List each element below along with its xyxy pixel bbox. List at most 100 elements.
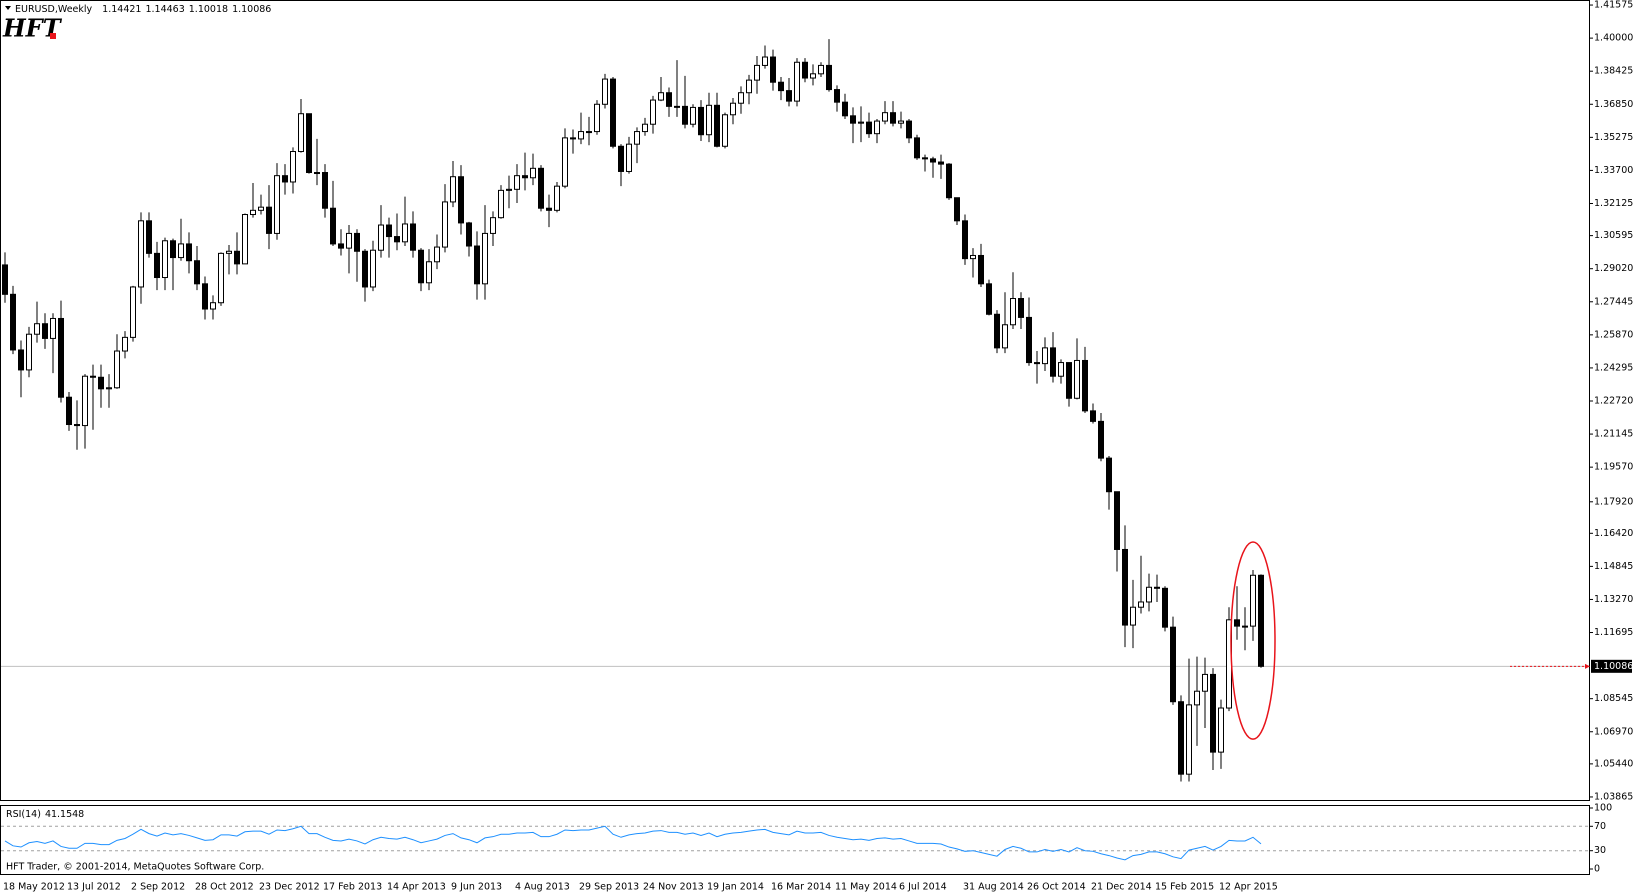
candle-body bbox=[914, 137, 920, 159]
candle-body bbox=[402, 223, 408, 243]
candle-body bbox=[954, 197, 960, 222]
candle-body bbox=[290, 151, 296, 183]
candle-body bbox=[154, 252, 160, 279]
candle-body bbox=[266, 206, 272, 234]
candle-body bbox=[794, 61, 800, 102]
candle-body bbox=[282, 175, 288, 183]
candle-body bbox=[506, 188, 512, 191]
candle-body bbox=[1090, 410, 1096, 422]
rsi-title: RSI(14) 41.1548 bbox=[6, 809, 84, 820]
candle-body bbox=[1242, 625, 1248, 628]
candle-body bbox=[426, 261, 432, 284]
candle-body bbox=[962, 220, 968, 260]
candle-body bbox=[698, 106, 704, 136]
candle-body bbox=[626, 143, 632, 172]
candle-body bbox=[890, 112, 896, 124]
candle-body bbox=[482, 232, 488, 285]
y-tick-label: 1.06970 bbox=[1594, 726, 1633, 737]
candle-body bbox=[178, 243, 184, 259]
candle-body bbox=[106, 387, 112, 390]
candle-body bbox=[1026, 316, 1032, 364]
x-tick-label: 18 May 2012 bbox=[3, 882, 65, 893]
candle-body bbox=[770, 56, 776, 83]
candle-body bbox=[602, 78, 608, 105]
x-tick-label: 15 Feb 2015 bbox=[1155, 882, 1214, 893]
rsi-panel bbox=[0, 805, 1590, 875]
candle-body bbox=[930, 158, 936, 163]
y-tick-label: 1.24295 bbox=[1594, 362, 1633, 373]
rsi-tick-label: 30 bbox=[1594, 845, 1606, 856]
candle-body bbox=[34, 323, 40, 335]
y-tick-label: 1.13270 bbox=[1594, 594, 1633, 605]
candle-body bbox=[362, 250, 368, 288]
candle-body bbox=[90, 375, 96, 378]
candle-body bbox=[18, 349, 24, 371]
candle-body bbox=[1162, 587, 1168, 628]
candle-body bbox=[738, 92, 744, 104]
candle-body bbox=[1050, 347, 1056, 377]
candle-body bbox=[874, 120, 880, 135]
candle-body bbox=[98, 376, 104, 390]
candle-body bbox=[1018, 298, 1024, 318]
y-tick-label: 1.16420 bbox=[1594, 528, 1633, 539]
symbol-header: EURUSD,Weekly 1.14421 1.14463 1.10018 1.1008… bbox=[15, 4, 271, 15]
candle-body bbox=[410, 223, 416, 251]
x-tick-label: 11 May 2014 bbox=[835, 882, 897, 893]
candle-body bbox=[634, 131, 640, 145]
candle-body bbox=[1130, 606, 1136, 626]
candle-body bbox=[858, 121, 864, 124]
candle-body bbox=[610, 78, 616, 147]
candle-body bbox=[210, 302, 216, 310]
y-tick-label: 1.25870 bbox=[1594, 329, 1633, 340]
candle-body bbox=[1010, 298, 1016, 326]
candle-body bbox=[354, 232, 360, 252]
candle-body bbox=[1258, 574, 1264, 667]
candle-body bbox=[786, 90, 792, 102]
candle-body bbox=[994, 313, 1000, 349]
candle-body bbox=[442, 201, 448, 248]
candle-body bbox=[922, 157, 928, 160]
candle-body bbox=[1178, 701, 1184, 775]
candle-body bbox=[986, 283, 992, 315]
y-tick-label: 1.36850 bbox=[1594, 99, 1633, 110]
candle-body bbox=[338, 243, 344, 249]
y-tick-label: 1.22720 bbox=[1594, 396, 1633, 407]
x-tick-label: 12 Apr 2015 bbox=[1219, 882, 1278, 893]
candle-body bbox=[818, 64, 824, 75]
candle-body bbox=[850, 115, 856, 124]
candle-body bbox=[466, 222, 472, 247]
candle-body bbox=[1114, 491, 1120, 550]
candle-body bbox=[642, 123, 648, 133]
y-tick-label: 1.17920 bbox=[1594, 496, 1633, 507]
candle-body bbox=[730, 102, 736, 116]
candle-body bbox=[226, 250, 232, 254]
candle-body bbox=[970, 254, 976, 260]
candle-body bbox=[130, 286, 136, 338]
candle-body bbox=[1186, 704, 1192, 775]
candle-body bbox=[778, 81, 784, 92]
y-tick-label: 1.19570 bbox=[1594, 462, 1633, 473]
candle-body bbox=[1122, 548, 1128, 626]
candle-body bbox=[842, 101, 848, 117]
candle-body bbox=[1058, 362, 1064, 377]
y-tick-label: 1.30595 bbox=[1594, 230, 1633, 241]
y-tick-label: 1.35275 bbox=[1594, 132, 1633, 143]
candle-body bbox=[834, 89, 840, 103]
y-tick-label: 1.03865 bbox=[1594, 791, 1633, 802]
candle-body bbox=[546, 207, 552, 211]
candle-body bbox=[186, 243, 192, 262]
candle-body bbox=[658, 92, 664, 101]
candle-body bbox=[194, 260, 200, 285]
x-tick-label: 28 Oct 2012 bbox=[195, 882, 254, 893]
candle-body bbox=[618, 145, 624, 172]
candle-body bbox=[58, 317, 64, 398]
candle-body bbox=[1002, 324, 1008, 349]
candle-body bbox=[314, 172, 320, 175]
menu-triangle bbox=[5, 6, 11, 10]
highlight-ellipse bbox=[1230, 541, 1276, 740]
x-tick-label: 17 Feb 2013 bbox=[323, 882, 382, 893]
candle-body bbox=[562, 137, 568, 187]
x-tick-label: 23 Dec 2012 bbox=[259, 882, 320, 893]
candle-body bbox=[370, 249, 376, 288]
candle-body bbox=[690, 106, 696, 125]
